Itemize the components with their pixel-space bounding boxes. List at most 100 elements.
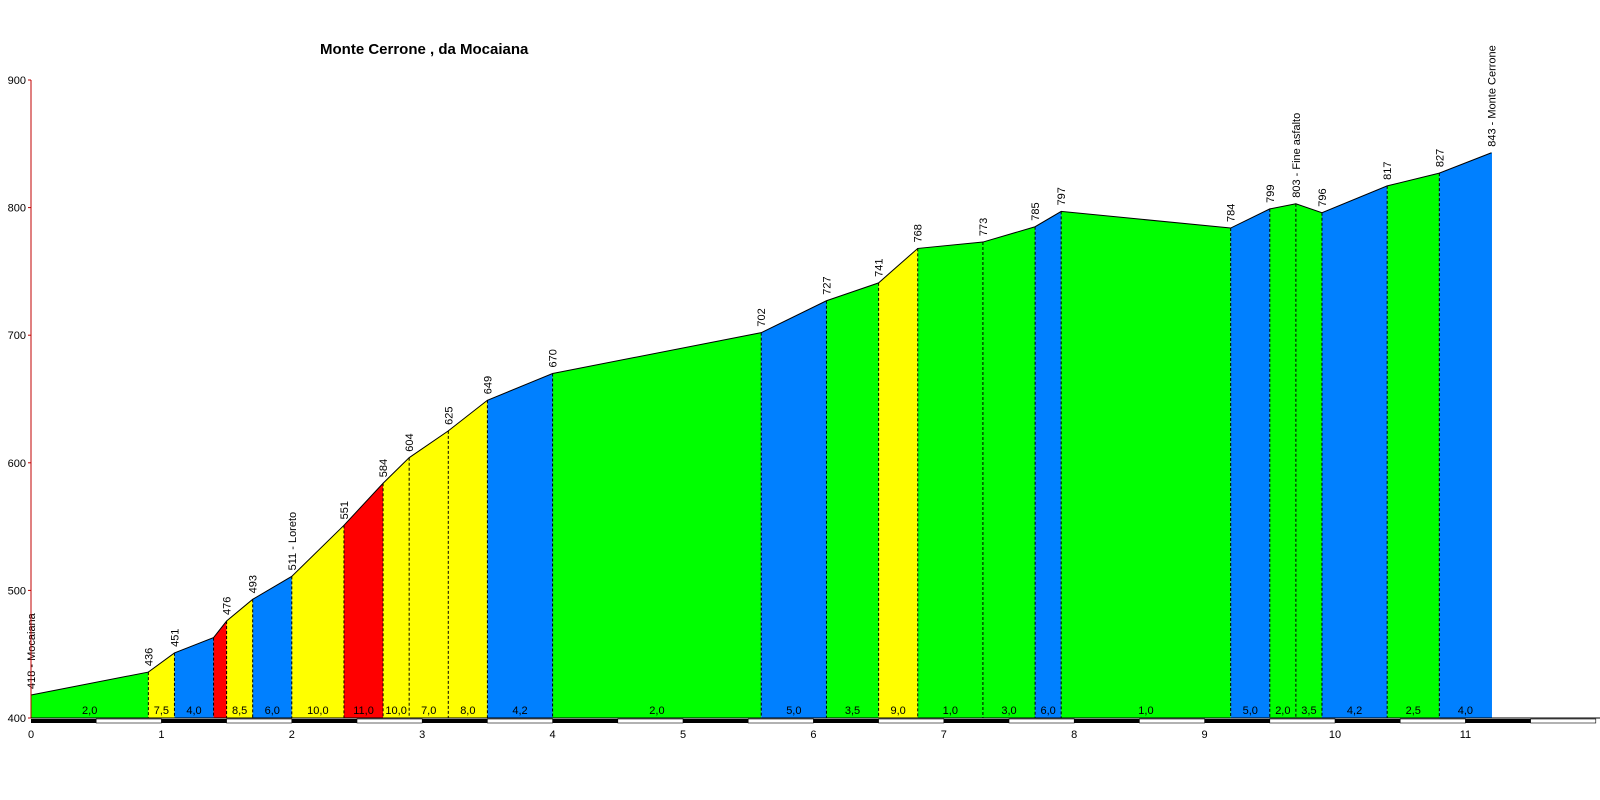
km-scale-bar	[95, 718, 162, 724]
gradient-label: 2,0	[1275, 705, 1290, 717]
elevation-label: 493	[248, 575, 260, 593]
km-scale-bar	[747, 718, 814, 724]
gradient-label: 5,0	[786, 705, 801, 717]
gradient-label: 5,0	[1243, 705, 1258, 717]
elevation-label: 843 - Monte Cerrone	[1486, 45, 1498, 147]
km-scale-bar	[1008, 718, 1075, 724]
elevation-label: 451	[169, 629, 181, 647]
elevation-label: 827	[1434, 149, 1446, 167]
profile-line	[30, 152, 1492, 696]
gradient-label: 3,5	[1301, 705, 1316, 717]
x-axis: 0 1 2 3 4 5 6 7 8 9 10 11	[28, 717, 1600, 741]
elevation-label: 797	[1056, 187, 1068, 205]
km-scale-bar	[1465, 719, 1531, 723]
elevation-label: 551	[339, 501, 351, 519]
x-tick-label: 3	[419, 729, 425, 741]
profile-segment	[409, 430, 449, 718]
y-tick-label: 600	[8, 458, 26, 470]
km-scale-bar	[161, 719, 227, 723]
profile-segment	[291, 525, 344, 718]
gradient-label: 3,0	[1001, 705, 1016, 717]
elevation-label: 649	[482, 376, 494, 394]
gradient-label: 2,0	[82, 705, 97, 717]
gradient-label: 1,0	[1138, 705, 1153, 717]
profile-segment	[174, 637, 214, 718]
gradient-label: 3,5	[845, 705, 860, 717]
x-tick-label: 1	[158, 729, 164, 741]
km-scale-bar	[1204, 719, 1270, 723]
gradient-label: 2,0	[649, 705, 664, 717]
km-scale-bar	[552, 719, 618, 723]
km-scale-bar	[226, 718, 293, 724]
profile-segment	[31, 672, 149, 718]
gradient-label: 10,0	[385, 705, 406, 717]
profile-segment	[826, 282, 879, 718]
km-scale-bar	[1335, 719, 1401, 723]
profile-segments	[31, 152, 1492, 719]
profile-segment	[982, 226, 1036, 719]
km-scale-bar	[291, 719, 357, 723]
km-scale-bar	[1399, 718, 1466, 724]
gradient-label: 1,0	[943, 705, 958, 717]
profile-segment	[917, 242, 983, 718]
profile-segment	[448, 400, 488, 718]
elevation-label: 768	[913, 224, 925, 242]
km-scale-bar	[617, 718, 684, 724]
elevation-label: 625	[443, 407, 455, 425]
elevation-label: 799	[1265, 185, 1277, 203]
elevation-label: 702	[756, 308, 768, 326]
profile-segment	[1321, 185, 1388, 718]
y-axis: 400 500 600 700 800 900	[8, 75, 32, 725]
profile-segment	[226, 599, 253, 718]
gradient-labels: 2,0 7,5 4,0 8,5 6,0 10,0 11,0 10,0 7,0 8,0 4,2 2,0 5…	[82, 705, 1473, 717]
km-scale-bar	[31, 719, 97, 723]
elevation-label: 773	[978, 218, 990, 236]
gradient-label: 11,0	[353, 705, 374, 717]
km-scale-bar	[683, 719, 749, 723]
elevation-labels: 418 - Mocaiana 436 451 476 493 511 - Loreto 55…	[26, 45, 1498, 689]
km-scale-bar	[813, 719, 879, 723]
elevation-label: 785	[1030, 202, 1042, 220]
elevation-label: 418 - Mocaiana	[26, 612, 38, 689]
profile-segment	[1387, 173, 1440, 718]
profile-segment	[213, 621, 227, 718]
profile-segment	[1439, 152, 1492, 718]
km-scale-bar	[878, 718, 945, 724]
elevation-label: 796	[1317, 188, 1329, 206]
km-scale-bar	[1074, 719, 1140, 723]
x-tick-label: 10	[1329, 729, 1341, 741]
profile-segment	[383, 457, 410, 718]
x-tick-label: 11	[1460, 729, 1471, 741]
gradient-label: 9,0	[891, 705, 906, 717]
profile-segment	[1061, 211, 1231, 719]
x-tick-label: 9	[1202, 729, 1208, 741]
km-scale-bar	[356, 718, 423, 724]
gradient-label: 7,5	[154, 705, 169, 717]
x-tick-label: 0	[28, 729, 34, 741]
gradient-label: 8,0	[460, 705, 475, 717]
elevation-label: 670	[548, 349, 560, 367]
km-scale-bar	[1269, 718, 1336, 724]
y-tick-label: 400	[8, 713, 26, 725]
x-tick-label: 2	[289, 729, 295, 741]
x-tick-label: 8	[1071, 729, 1077, 741]
profile-segment	[1269, 203, 1296, 719]
profile-segment	[487, 373, 553, 718]
gradient-label: 4,0	[1458, 705, 1473, 717]
elevation-label: 803 - Fine asfalto	[1291, 113, 1303, 198]
elevation-label: 511 - Loreto	[287, 512, 299, 571]
y-tick-label: 700	[8, 330, 26, 342]
y-tick-label: 500	[8, 585, 26, 597]
gradient-label: 6,0	[1040, 705, 1055, 717]
elevation-label: 584	[378, 459, 390, 477]
profile-segment	[148, 652, 175, 718]
elevation-label: 727	[821, 276, 833, 294]
x-tick-label: 5	[680, 729, 686, 741]
y-tick-label: 800	[8, 203, 26, 215]
x-tick-label: 7	[941, 729, 947, 741]
gradient-label: 6,0	[265, 705, 280, 717]
chart-title: Monte Cerrone , da Mocaiana	[320, 41, 529, 58]
elevation-label: 476	[222, 597, 234, 615]
gradient-label: 10,0	[307, 705, 328, 717]
profile-segment	[878, 248, 918, 718]
